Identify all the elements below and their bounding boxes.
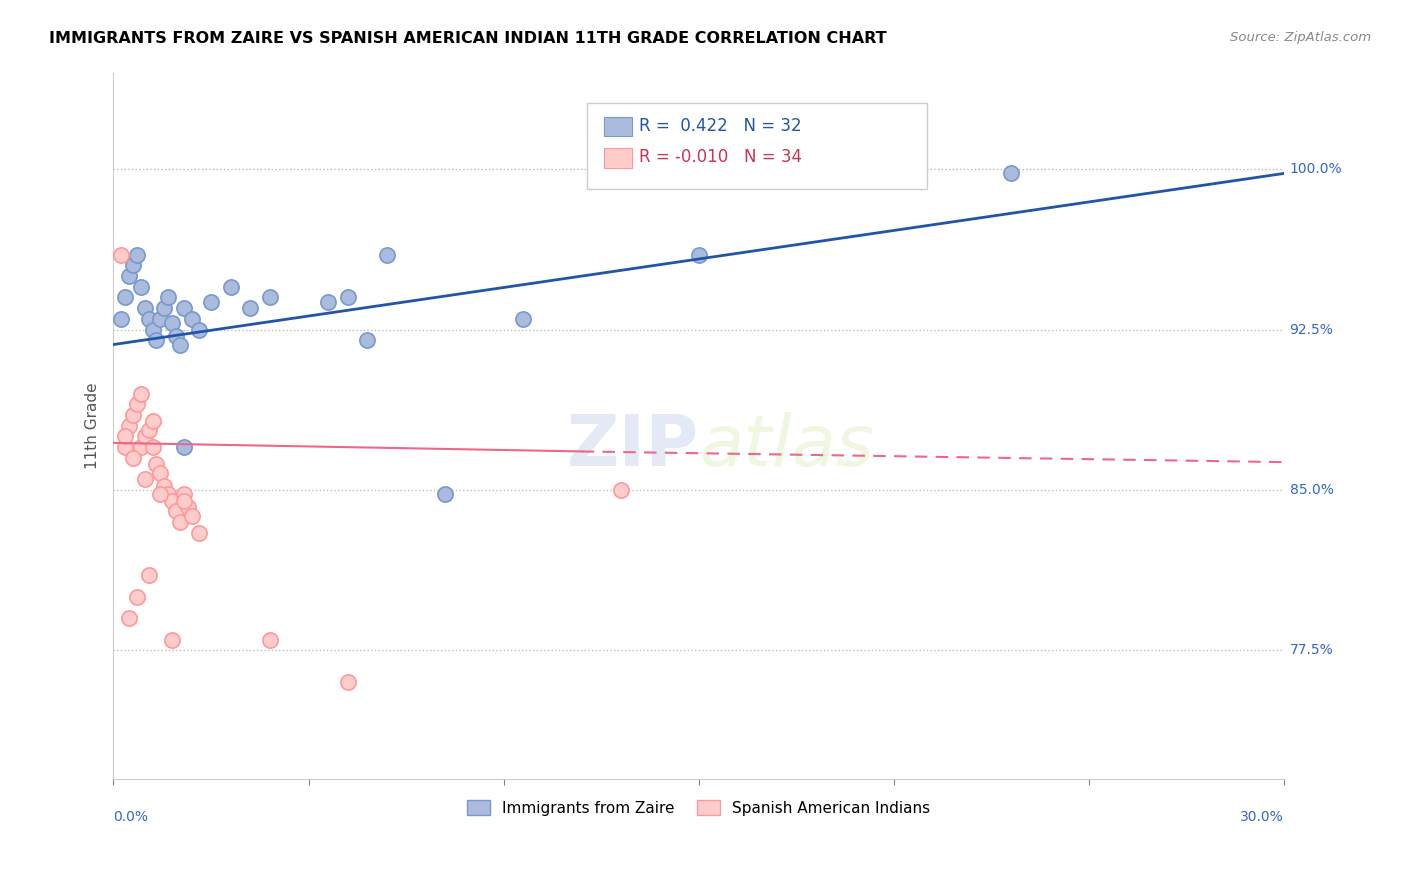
Text: R =  0.422   N = 32: R = 0.422 N = 32 xyxy=(638,117,801,135)
Point xyxy=(145,333,167,347)
Point xyxy=(188,322,211,336)
Text: 100.0%: 100.0% xyxy=(1289,162,1343,177)
Point xyxy=(141,415,163,429)
Point xyxy=(134,301,156,315)
FancyBboxPatch shape xyxy=(588,103,927,189)
Point xyxy=(138,568,160,582)
Point xyxy=(141,440,163,454)
Point xyxy=(134,429,156,443)
Point xyxy=(122,450,145,465)
Text: 30.0%: 30.0% xyxy=(1240,810,1284,824)
Point xyxy=(169,515,191,529)
Point xyxy=(118,418,141,433)
Point xyxy=(153,478,176,492)
Point xyxy=(114,440,136,454)
Point xyxy=(176,500,198,514)
Point xyxy=(609,483,631,497)
Point xyxy=(153,301,176,315)
Point xyxy=(688,248,710,262)
FancyBboxPatch shape xyxy=(603,117,631,136)
Point xyxy=(165,329,187,343)
Point xyxy=(316,294,339,309)
Text: Source: ZipAtlas.com: Source: ZipAtlas.com xyxy=(1230,31,1371,45)
Point xyxy=(219,280,242,294)
Point xyxy=(160,316,183,330)
Point xyxy=(173,301,195,315)
Point xyxy=(200,294,222,309)
Point xyxy=(188,525,211,540)
Point xyxy=(122,259,145,273)
Point xyxy=(356,333,378,347)
Text: ZIP: ZIP xyxy=(567,412,699,482)
Point xyxy=(160,493,183,508)
Point xyxy=(375,248,398,262)
Point xyxy=(110,311,132,326)
Point xyxy=(165,504,187,518)
Point xyxy=(141,322,163,336)
Point xyxy=(122,408,145,422)
Point xyxy=(118,611,141,625)
Point xyxy=(169,337,191,351)
Text: IMMIGRANTS FROM ZAIRE VS SPANISH AMERICAN INDIAN 11TH GRADE CORRELATION CHART: IMMIGRANTS FROM ZAIRE VS SPANISH AMERICA… xyxy=(49,31,887,46)
Point xyxy=(134,472,156,486)
Point xyxy=(173,487,195,501)
Text: atlas: atlas xyxy=(699,412,873,482)
FancyBboxPatch shape xyxy=(603,148,631,168)
Point xyxy=(259,632,281,647)
Text: 77.5%: 77.5% xyxy=(1289,643,1333,657)
Point xyxy=(180,508,202,523)
Point xyxy=(160,632,183,647)
Text: R = -0.010   N = 34: R = -0.010 N = 34 xyxy=(638,148,801,166)
Point xyxy=(180,311,202,326)
Text: 85.0%: 85.0% xyxy=(1289,483,1333,497)
Point xyxy=(259,291,281,305)
Point xyxy=(149,466,172,480)
Point xyxy=(110,248,132,262)
Point xyxy=(114,429,136,443)
Legend: Immigrants from Zaire, Spanish American Indians: Immigrants from Zaire, Spanish American … xyxy=(461,794,936,822)
Point xyxy=(1000,166,1022,180)
Point xyxy=(336,675,359,690)
Point xyxy=(125,397,148,411)
Point xyxy=(125,590,148,604)
Point xyxy=(149,487,172,501)
Point xyxy=(138,423,160,437)
Point xyxy=(173,493,195,508)
Point xyxy=(157,291,180,305)
Point xyxy=(157,487,180,501)
Point xyxy=(129,386,152,401)
Point xyxy=(125,248,148,262)
Point xyxy=(114,291,136,305)
Point xyxy=(138,311,160,326)
Point xyxy=(129,280,152,294)
Point xyxy=(149,311,172,326)
Point xyxy=(145,457,167,471)
Text: 92.5%: 92.5% xyxy=(1289,323,1333,336)
Point xyxy=(129,440,152,454)
Point xyxy=(512,311,534,326)
Point xyxy=(434,487,457,501)
Point xyxy=(118,269,141,284)
Y-axis label: 11th Grade: 11th Grade xyxy=(86,383,100,469)
Point xyxy=(173,440,195,454)
Text: 0.0%: 0.0% xyxy=(114,810,149,824)
Point xyxy=(336,291,359,305)
Point xyxy=(239,301,262,315)
